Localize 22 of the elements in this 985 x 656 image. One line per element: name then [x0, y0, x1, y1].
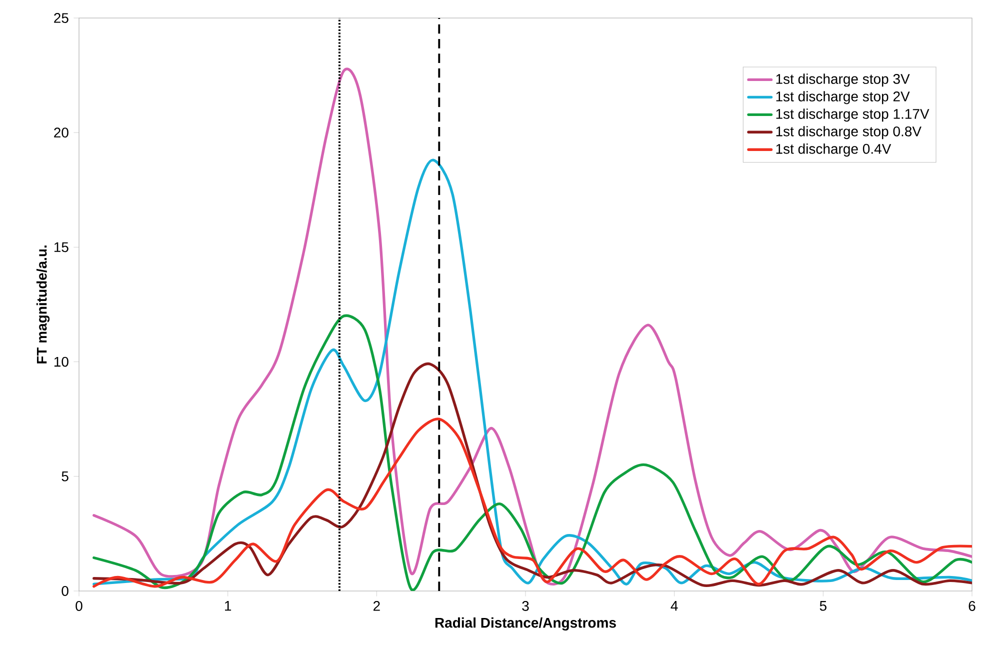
y-tick-label: 5 — [62, 472, 68, 482]
x-tick-label: 2 — [373, 601, 380, 611]
line-series — [92, 314, 972, 591]
y-axis-title: FT magnitude/a.u. — [36, 246, 50, 364]
x-tick-label: 5 — [820, 601, 826, 611]
y-tick-label: 25 — [54, 13, 68, 23]
y-tick-label: 15 — [54, 242, 68, 252]
x-tick-label: 4 — [670, 601, 678, 611]
y-tick-label: 20 — [54, 128, 68, 138]
x-axis-title: Radial Distance/Angstroms — [435, 617, 616, 631]
legend-label: 1st discharge stop 0.8V — [776, 126, 922, 140]
legend-label: 1st discharge stop 1.17V — [776, 108, 930, 122]
x-tick-label: 0 — [76, 601, 82, 611]
legend-label: 1st discharge 0.4V — [776, 144, 892, 157]
y-tick-label: 10 — [54, 356, 68, 367]
legend-label: 1st discharge stop 3V — [776, 74, 910, 87]
line-series — [92, 418, 972, 588]
x-tick-label: 1 — [225, 601, 232, 611]
x-tick-label: 6 — [968, 601, 976, 611]
legend-label: 1st discharge stop 2V — [776, 91, 910, 104]
x-tick-label: 3 — [522, 601, 529, 611]
y-tick-label: 0 — [62, 586, 68, 596]
